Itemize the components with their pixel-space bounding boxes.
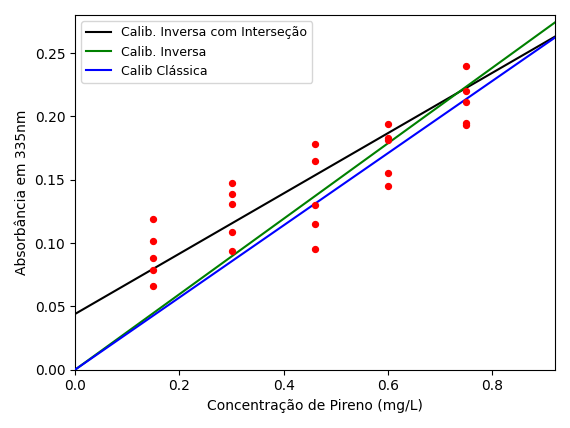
Point xyxy=(462,62,471,69)
Point xyxy=(227,180,236,187)
Point xyxy=(227,228,236,235)
Point xyxy=(384,170,393,177)
Point xyxy=(311,141,320,148)
Point xyxy=(149,255,158,262)
Point xyxy=(384,137,393,144)
Point xyxy=(462,99,471,106)
Point xyxy=(384,183,393,190)
Y-axis label: Absorbância em 335nm: Absorbância em 335nm xyxy=(15,110,29,275)
Point xyxy=(311,202,320,208)
Point xyxy=(462,122,471,129)
Point xyxy=(149,237,158,244)
Point xyxy=(462,88,471,95)
Point xyxy=(384,134,393,141)
Point xyxy=(311,246,320,253)
Point xyxy=(311,220,320,227)
Point xyxy=(149,282,158,289)
Point xyxy=(227,247,236,254)
Point xyxy=(149,266,158,273)
X-axis label: Concentração de Pireno (mg/L): Concentração de Pireno (mg/L) xyxy=(207,399,423,413)
Legend: Calib. Inversa com Interseção, Calib. Inversa, Calib Clássica: Calib. Inversa com Interseção, Calib. In… xyxy=(82,21,312,83)
Point xyxy=(384,121,393,128)
Point xyxy=(462,119,471,126)
Point xyxy=(311,157,320,164)
Point xyxy=(227,190,236,197)
Point xyxy=(227,200,236,207)
Point xyxy=(149,216,158,223)
